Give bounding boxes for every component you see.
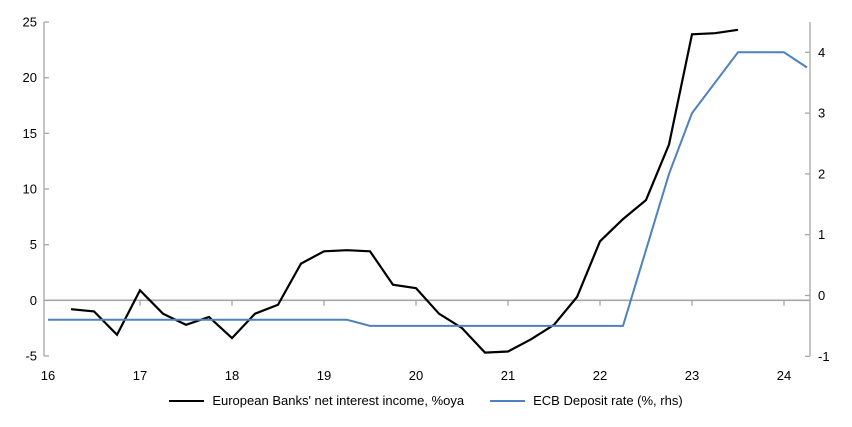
x-axis-tick-label: 21 (501, 368, 515, 383)
left-axis-tick-label: 25 (23, 15, 37, 30)
x-axis-tick-label: 23 (685, 368, 699, 383)
chart-legend: European Banks' net interest income, %oy… (0, 393, 852, 408)
left-axis-tick-label: 10 (23, 182, 37, 197)
legend-line-swatch-black (169, 399, 205, 402)
legend-item-ecb-deposit-rate: ECB Deposit rate (%, rhs) (490, 393, 683, 408)
left-axis-tick-label: 0 (30, 293, 37, 308)
x-axis-tick-label: 22 (593, 368, 607, 383)
x-axis-tick-label: 17 (133, 368, 147, 383)
x-axis-tick-label: 16 (41, 368, 55, 383)
x-axis-tick-label: 20 (409, 368, 423, 383)
x-axis-tick-label: 18 (225, 368, 239, 383)
legend-line-swatch-blue (490, 399, 526, 402)
left-axis-tick-label: -5 (25, 348, 37, 363)
right-axis-tick-label: 1 (818, 227, 825, 242)
series-line-ecb-deposit-rate-rhs (48, 51, 808, 327)
right-axis-tick-label: 3 (818, 106, 825, 121)
x-axis-tick-label: 19 (317, 368, 331, 383)
x-axis-tick-label: 24 (777, 368, 791, 383)
left-axis-tick-label: 20 (23, 70, 37, 85)
right-axis-tick-label: 2 (818, 166, 825, 181)
legend-label-net-interest-income: European Banks' net interest income, %oy… (212, 393, 465, 408)
left-axis-tick-label: 15 (23, 126, 37, 141)
series-line-european-banks-net-interest-income-oya (70, 28, 739, 354)
left-axis-tick-label: 5 (30, 237, 37, 252)
right-axis-tick-label: 0 (818, 288, 825, 303)
legend-item-net-interest-income: European Banks' net interest income, %oy… (169, 393, 464, 408)
legend-label-ecb-deposit-rate: ECB Deposit rate (%, rhs) (533, 393, 683, 408)
right-axis-tick-label: -1 (818, 349, 830, 364)
right-axis-tick-label: 4 (818, 45, 825, 60)
